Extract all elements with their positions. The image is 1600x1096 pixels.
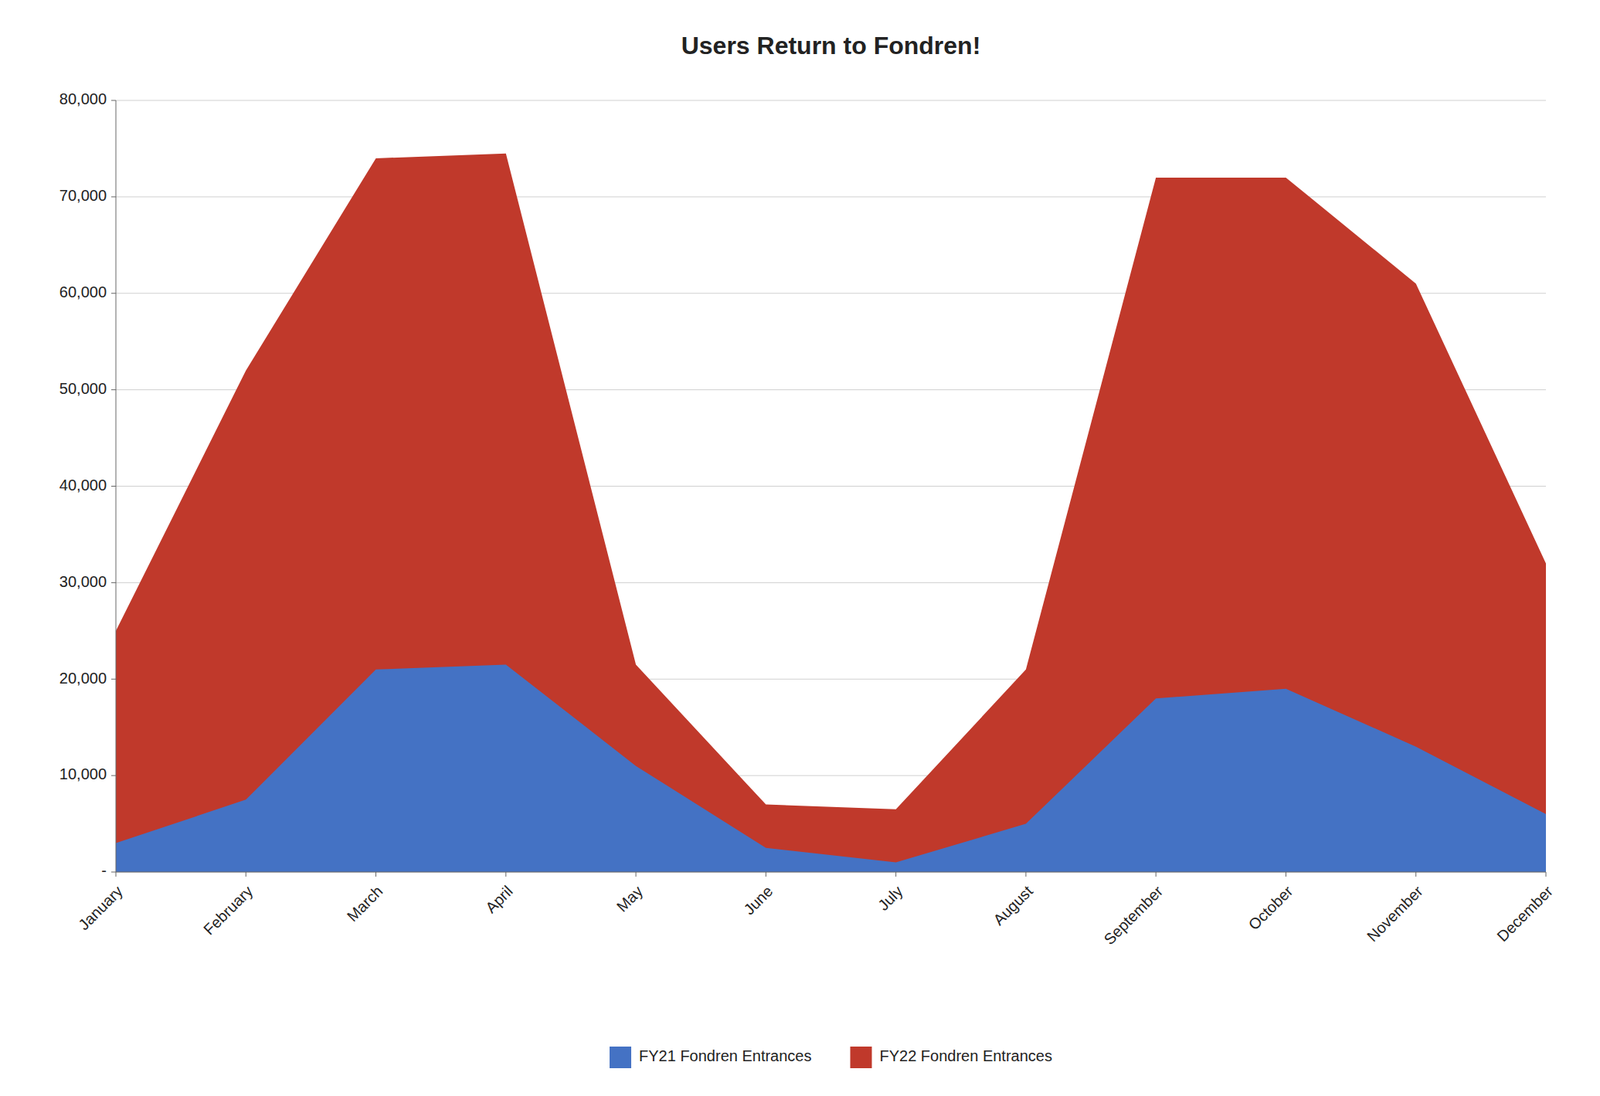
y-axis-line	[115, 100, 117, 873]
x-axis: January February March April May June July Augu…	[74, 872, 1556, 948]
x-tick-label: August	[989, 882, 1037, 929]
x-tick-label: July	[874, 882, 907, 914]
x-axis-line	[115, 872, 1546, 874]
y-tick	[111, 582, 116, 584]
x-tick	[635, 872, 637, 877]
x-tick-label: March	[343, 882, 387, 925]
legend-label: FY22 Fondren Entrances	[879, 1047, 1053, 1065]
grid	[115, 100, 1546, 873]
x-tick	[505, 872, 507, 877]
y-tick	[111, 872, 116, 874]
x-tick	[1415, 872, 1417, 877]
y-tick-label: 60,000	[59, 283, 107, 301]
x-tick-label: April	[482, 882, 517, 917]
legend-swatch	[609, 1046, 632, 1069]
legend-item: FY21 Fondren Entrances	[609, 1046, 812, 1069]
x-tick-label: February	[200, 882, 256, 938]
y-tick-label: 10,000	[59, 765, 107, 783]
y-axis: - 10,000 20,000 30,000 40,000 50,000 60,000 70,…	[59, 90, 116, 880]
areas	[115, 153, 1546, 873]
x-tick	[765, 872, 767, 877]
y-tick-label: 70,000	[59, 186, 107, 204]
y-tick	[111, 292, 116, 294]
y-tick-label: -	[101, 862, 107, 880]
x-tick	[895, 872, 897, 877]
legend: FY21 Fondren Entrances FY22 Fondren Entra…	[609, 1046, 1053, 1069]
y-tick	[111, 485, 116, 487]
y-tick	[111, 679, 116, 680]
x-tick	[1155, 872, 1157, 877]
x-tick	[1285, 872, 1287, 877]
y-tick-label: 30,000	[59, 573, 107, 591]
y-tick	[111, 196, 116, 198]
grid-line	[115, 872, 1546, 874]
x-tick	[1545, 872, 1547, 877]
x-tick-label: June	[740, 882, 776, 918]
y-tick	[111, 389, 116, 391]
y-tick-label: 50,000	[59, 380, 107, 398]
y-tick	[111, 100, 116, 102]
grid-line	[115, 196, 1546, 198]
y-tick-label: 20,000	[59, 669, 107, 687]
x-tick	[115, 872, 117, 877]
area	[115, 665, 1546, 873]
x-tick-label: January	[74, 882, 126, 934]
area	[115, 153, 1546, 873]
y-tick	[111, 775, 116, 777]
chart: Users Return to Fondren! - 10,000 20,000 30,…	[0, 0, 1600, 1096]
x-tick	[1025, 872, 1026, 877]
grid-line	[115, 100, 1546, 102]
legend-item: FY22 Fondren Entrances	[850, 1046, 1053, 1069]
x-tick-label: October	[1245, 882, 1297, 934]
x-tick-label: December	[1493, 882, 1556, 945]
x-tick	[245, 872, 247, 877]
x-tick-label: November	[1363, 882, 1427, 945]
legend-swatch	[850, 1046, 873, 1069]
title: Users Return to Fondren!	[681, 31, 982, 60]
y-tick-label: 80,000	[59, 90, 107, 108]
y-tick-label: 40,000	[59, 476, 107, 494]
x-tick-label: May	[613, 882, 646, 915]
x-tick-label: September	[1100, 882, 1166, 948]
legend-label: FY21 Fondren Entrances	[638, 1047, 812, 1065]
x-tick	[375, 872, 377, 877]
